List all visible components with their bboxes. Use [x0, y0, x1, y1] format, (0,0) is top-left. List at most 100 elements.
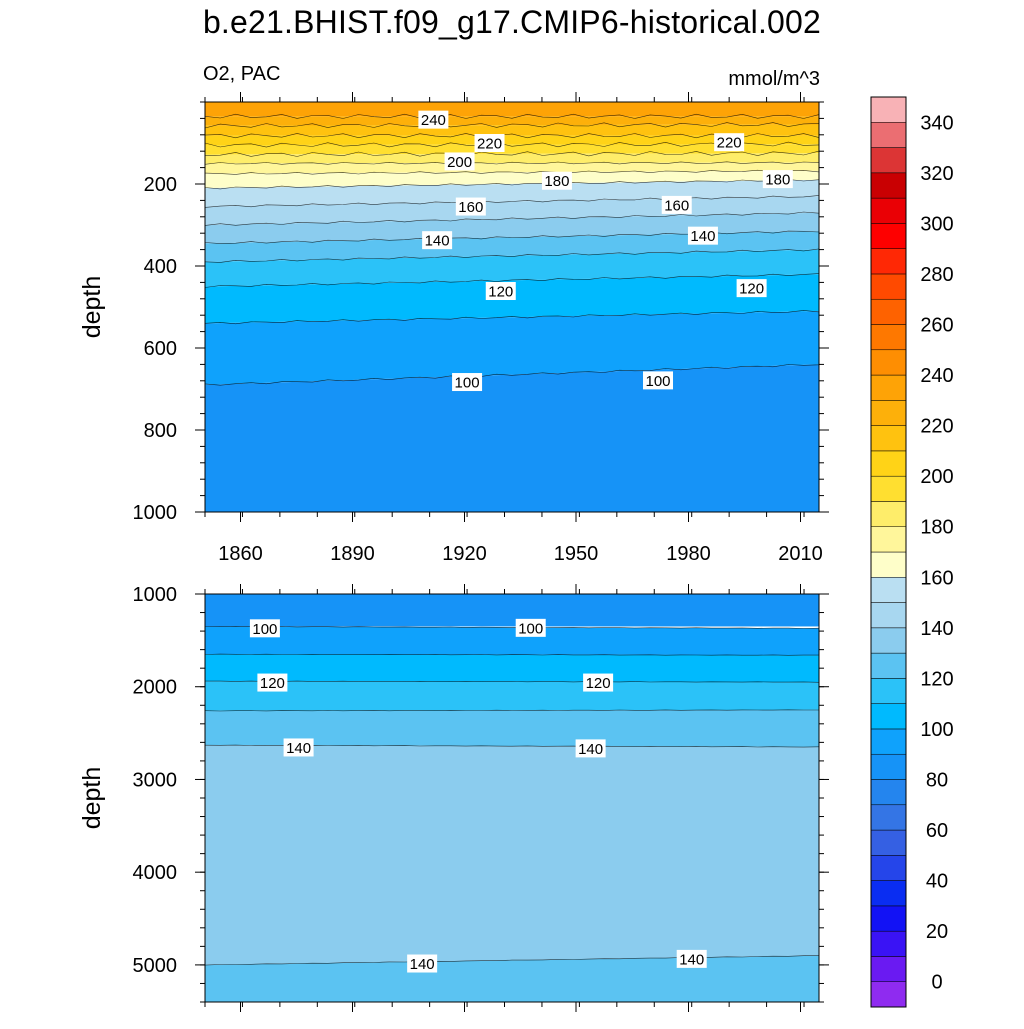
- y-tick-label: 400: [144, 256, 177, 278]
- contour-label-text: 120: [260, 675, 285, 692]
- contour-line-180: [204, 169, 820, 175]
- colorbar-swatch: [870, 96, 907, 123]
- colorbar-swatch: [870, 349, 907, 376]
- contour-label-text: 220: [717, 135, 742, 152]
- contour-label: 100: [452, 373, 483, 392]
- contour-band: [205, 116, 819, 126]
- contour-label: 120: [736, 279, 767, 298]
- colorbar-swatch: [870, 172, 907, 199]
- colorbar-label: 40: [926, 871, 948, 893]
- contour-label-text: 180: [544, 173, 569, 190]
- contour-label-text: 100: [252, 621, 277, 638]
- colorbar-swatch: [870, 223, 907, 249]
- contour-label: 140: [687, 226, 718, 245]
- contour-label: 160: [661, 195, 692, 214]
- contour-label: 180: [541, 171, 572, 190]
- contour-label-text: 200: [447, 154, 472, 171]
- contour-label: 120: [485, 282, 516, 301]
- colorbar-swatch: [870, 855, 907, 881]
- y-tick-label: 5000: [133, 955, 178, 977]
- contour-band: [205, 364, 819, 512]
- x-tick-label: 1920: [442, 543, 487, 565]
- x-tick-label: 1860: [218, 543, 263, 565]
- colorbar-label: 340: [920, 112, 953, 134]
- colorbar-label: 240: [920, 365, 953, 387]
- contour-band: [205, 955, 819, 1002]
- contour-band: [205, 231, 819, 262]
- contour-label: 120: [583, 673, 614, 692]
- contour-label-text: 140: [679, 951, 704, 968]
- colorbar-swatch: [870, 475, 907, 502]
- colorbar-label: 320: [920, 163, 953, 185]
- colorbar-swatch: [870, 501, 907, 527]
- contour-label: 140: [575, 739, 606, 758]
- contour-line-130: [204, 248, 820, 263]
- colorbar-swatch: [870, 981, 907, 1008]
- contour-label: 180: [762, 170, 793, 189]
- y-tick-label: 1000: [133, 502, 178, 524]
- contour-line-240: [204, 113, 820, 119]
- colorbar-swatch: [870, 298, 907, 325]
- colorbar-label: 0: [931, 972, 942, 994]
- chart-title: b.e21.BHIST.f09_g17.CMIP6-historical.002: [202, 4, 822, 40]
- contour-label: 100: [249, 619, 280, 638]
- contour-label: 140: [422, 231, 453, 250]
- contour-band: [205, 179, 819, 207]
- colorbar-swatch: [870, 602, 907, 629]
- colorbar-swatch: [870, 905, 907, 932]
- colorbar: 0 20 40 60 80 100 120 140 160 180 200 220 240 260 280 3…: [870, 96, 954, 1008]
- colorbar-swatch: [870, 374, 907, 401]
- contour-label-text: 100: [455, 375, 480, 392]
- colorbar-swatch: [870, 956, 907, 982]
- contour-label: 240: [418, 110, 449, 129]
- colorbar-swatch: [870, 551, 907, 578]
- contour-band: [205, 709, 819, 747]
- y-tick-label: 800: [144, 420, 177, 442]
- x-tick-label: 1890: [330, 543, 375, 565]
- colorbar-swatch: [870, 450, 907, 477]
- colorbar-swatch: [870, 147, 907, 174]
- y-tick-label: 3000: [133, 769, 178, 791]
- contour-label-text: 140: [578, 741, 603, 758]
- contour-line-150: [204, 211, 820, 226]
- contour-line-120: [204, 273, 820, 288]
- colorbar-label: 80: [926, 770, 948, 792]
- colorbar-swatch: [870, 779, 907, 806]
- colorbar-label: 60: [926, 820, 948, 842]
- contour-label: 200: [444, 152, 475, 171]
- x-tick-label: 1950: [554, 543, 599, 565]
- colorbar-label: 160: [920, 567, 953, 589]
- colorbar-label: 300: [920, 213, 953, 235]
- contour-band: [205, 654, 819, 683]
- contour-band: [205, 626, 819, 656]
- colorbar-swatch: [870, 122, 907, 148]
- colorbar-swatch: [870, 425, 907, 452]
- contour-line-110: [204, 310, 820, 325]
- contour-label-text: 140: [690, 228, 715, 245]
- contour-label-text: 180: [765, 172, 790, 189]
- colorbar-label: 120: [920, 668, 953, 690]
- y-tick-label: 200: [144, 174, 177, 196]
- contour-label-text: 120: [586, 675, 611, 692]
- contour-label: 100: [643, 371, 674, 390]
- colorbar-label: 280: [920, 264, 953, 286]
- contour-line-120: [205, 680, 820, 683]
- contour-label: 220: [714, 133, 745, 152]
- colorbar-swatch: [870, 930, 907, 957]
- colorbar-swatch: [870, 880, 907, 907]
- colorbar-swatch: [870, 400, 907, 426]
- colorbar-label: 20: [926, 921, 948, 943]
- colorbar-swatch: [870, 753, 907, 780]
- contour-line-100: [204, 625, 820, 629]
- lower-panel: 100 100 120 120 140 140 140 140 1000 2000 3000 4000…: [78, 584, 829, 1012]
- variable-label: O2, PAC: [203, 63, 281, 85]
- contour-band: [205, 681, 819, 711]
- contour-label-text: 100: [645, 373, 670, 390]
- y-tick-label: 600: [144, 338, 177, 360]
- contour-label: 160: [455, 197, 486, 216]
- contour-label: 140: [283, 738, 314, 757]
- contour-line-190: [204, 161, 820, 165]
- y-tick-label: 1000: [133, 584, 178, 606]
